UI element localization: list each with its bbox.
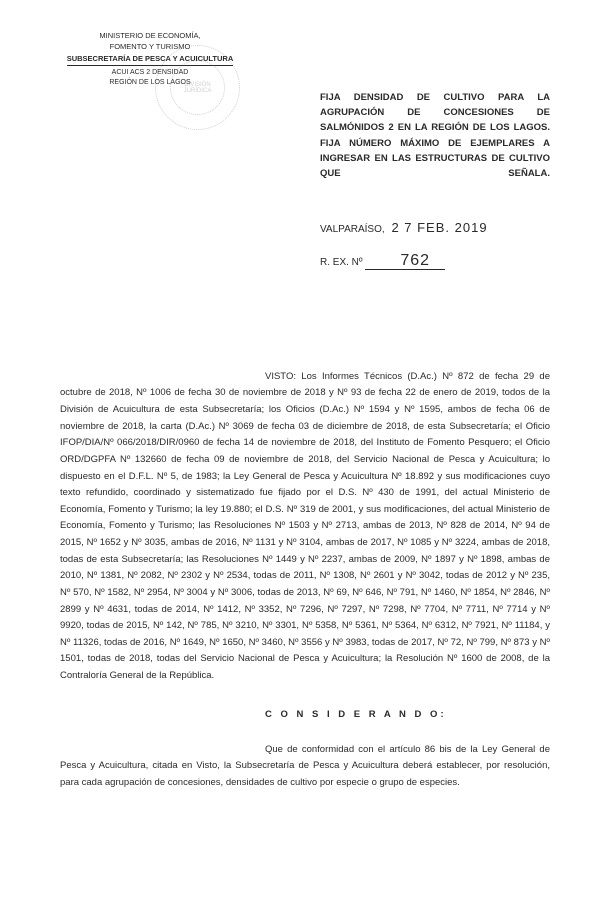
visto-label: VISTO: — [265, 371, 296, 382]
official-stamp: DIVISIÓN JURÍDICA — [155, 45, 240, 130]
rex-label: R. EX. Nº — [320, 257, 363, 268]
date-stamp: 2 7 FEB. 2019 — [391, 220, 487, 235]
date-block: VALPARAÍSO, 2 7 FEB. 2019 — [320, 220, 550, 235]
resolution-title: FIJA DENSIDAD DE CULTIVO PARA LA AGRUPAC… — [320, 90, 550, 181]
rex-number: 762 — [365, 252, 445, 270]
considerando-text: Que de conformidad con el artículo 86 bi… — [60, 744, 550, 788]
considerando-section: Que de conformidad con el artículo 86 bi… — [60, 742, 550, 792]
visto-section: VISTO: Los Informes Técnicos (D.Ac.) Nº … — [60, 369, 550, 685]
considerando-header: C O N S I D E R A N D O: — [265, 709, 550, 720]
city-label: VALPARAÍSO, — [320, 224, 385, 235]
stamp-inner-text: DIVISIÓN JURÍDICA — [170, 60, 225, 115]
rex-block: R. EX. Nº 762 — [320, 252, 550, 270]
visto-text: Los Informes Técnicos (D.Ac.) Nº 872 de … — [60, 371, 550, 681]
ministry-line1: MINISTERIO DE ECONOMÍA, — [60, 30, 240, 41]
